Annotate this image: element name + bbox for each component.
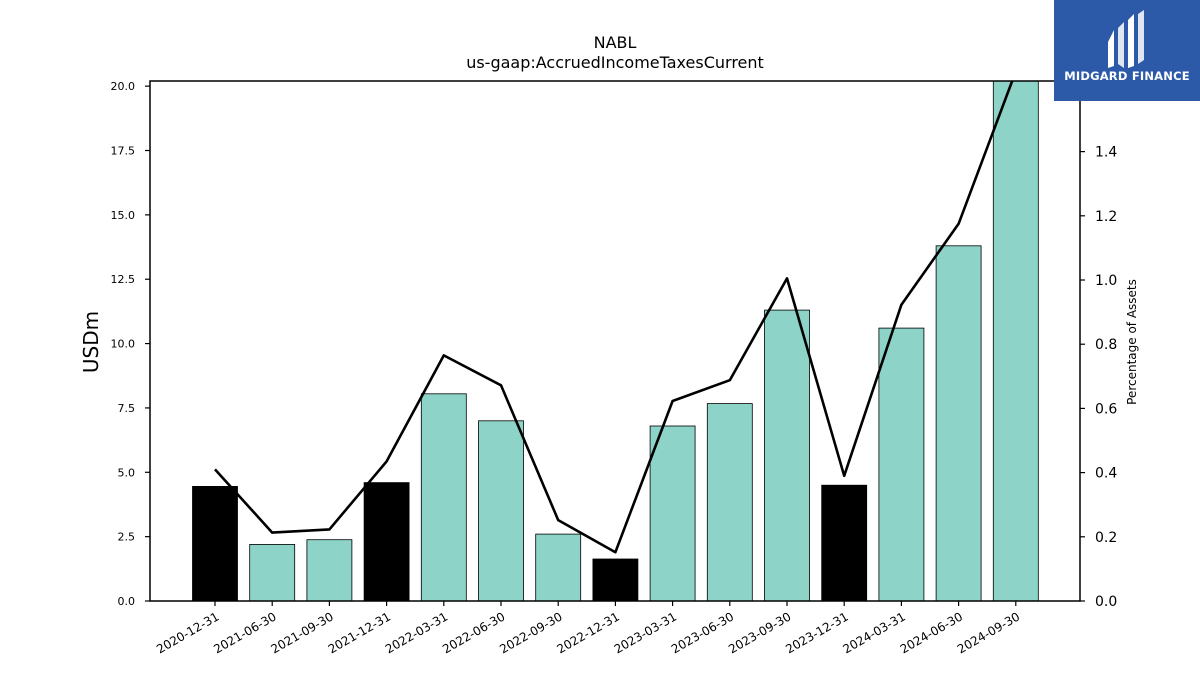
- y-tick-label: 17.5: [111, 145, 136, 158]
- y2-tick-label: 0.8: [1095, 337, 1117, 353]
- y2-tick-label: 1.4: [1095, 145, 1117, 161]
- chart-subtitle: us-gaap:AccruedIncomeTaxesCurrent: [466, 53, 764, 72]
- bar-2020-12-31: [192, 485, 238, 601]
- x-tick-label: 2021-12-31: [326, 609, 393, 656]
- x-tick-label: 2023-03-31: [612, 609, 679, 656]
- bar-2021-06-30: [249, 544, 296, 601]
- y-tick-label: 0.0: [118, 595, 136, 608]
- y2-tick-label: 0.4: [1095, 466, 1117, 482]
- y2-tick-label: 0.0: [1095, 594, 1117, 610]
- chart-title: NABL: [594, 33, 637, 52]
- midgard-m-logo-icon: [1108, 10, 1144, 68]
- bar-2024-03-31: [878, 327, 925, 601]
- y-tick-label: 10.0: [111, 338, 136, 351]
- y2-tick-label: 1.0: [1095, 273, 1117, 289]
- bar-2021-12-31: [363, 482, 410, 601]
- x-tick-label: 2022-09-30: [497, 609, 564, 656]
- bar-2023-12-31: [821, 484, 868, 601]
- bar-2023-09-30: [764, 309, 810, 601]
- x-tick-label: 2024-06-30: [898, 609, 965, 656]
- x-tick-label: 2023-09-30: [726, 609, 793, 656]
- bar-2022-03-31: [420, 393, 467, 601]
- bar-2022-09-30: [535, 533, 582, 601]
- bar-2021-09-30: [306, 539, 353, 601]
- x-tick-label: 2021-09-30: [268, 609, 335, 656]
- bar-2024-06-30: [935, 245, 982, 601]
- y2-tick-label: 0.6: [1095, 401, 1117, 417]
- x-tick-label: 2023-12-31: [783, 609, 850, 656]
- y-tick-label: 20.0: [111, 80, 136, 93]
- bar-2022-06-30: [478, 420, 524, 601]
- x-tick-label: 2020-12-31: [154, 609, 221, 656]
- bar-2023-03-31: [649, 425, 696, 601]
- y-tick-label: 7.5: [118, 402, 136, 415]
- x-tick-label: 2024-09-30: [955, 609, 1022, 656]
- x-tick-label: 2021-06-30: [211, 609, 278, 656]
- y-tick-label: 15.0: [111, 209, 136, 222]
- x-tick-label: 2022-03-31: [383, 609, 450, 656]
- bar-2023-06-30: [706, 403, 753, 601]
- x-tick-label: 2023-06-30: [669, 609, 736, 656]
- y-tick-label: 2.5: [118, 531, 136, 544]
- y2-tick-label: 0.2: [1095, 530, 1117, 546]
- y-axis-label: USDm: [79, 311, 103, 373]
- y-tick-label: 12.5: [111, 273, 136, 286]
- bar-2022-12-31: [592, 558, 639, 601]
- y-tick-label: 5.0: [118, 466, 136, 479]
- y2-axis-label: Percentage of Assets: [1125, 279, 1139, 405]
- bar-2024-09-30: [992, 81, 1039, 601]
- x-tick-label: 2024-03-31: [840, 609, 907, 656]
- brand-name: MIDGARD FINANCE: [1064, 69, 1190, 83]
- x-tick-label: 2022-06-30: [440, 609, 507, 656]
- percentage-line: [214, 81, 1014, 554]
- x-tick-label: 2022-12-31: [554, 609, 621, 656]
- brand-logo: MIDGARD FINANCE: [1054, 0, 1200, 101]
- y2-tick-label: 1.2: [1095, 209, 1117, 225]
